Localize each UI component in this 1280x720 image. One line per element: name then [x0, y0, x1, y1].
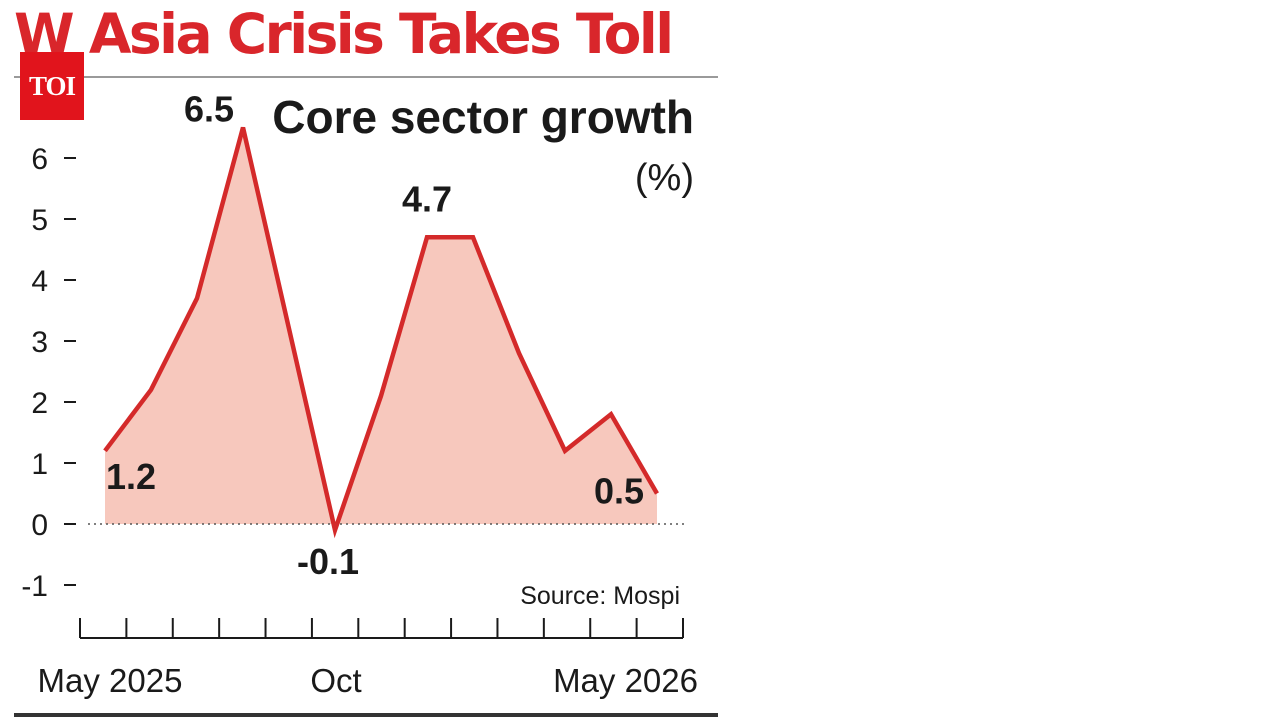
headline-rule: [14, 76, 718, 78]
core-sector-chart: -1 0 1 2 3 4 5 6 May 2025 Oct May 2026 1.2 6.5 -0.1 4…: [21, 89, 698, 700]
data-label: 4.7: [402, 178, 452, 219]
axis-layer: -1 0 1 2 3 4 5 6 May 2025 Oct May 2026: [21, 143, 698, 699]
y-tick-label: 3: [31, 326, 48, 359]
y-tick-label: 1: [31, 448, 48, 481]
y-tick-label: 4: [31, 265, 48, 298]
y-tick-label: 0: [31, 509, 48, 542]
chart-unit: (%): [635, 157, 694, 199]
data-label: 6.5: [184, 89, 234, 130]
line-layer: [103, 126, 659, 539]
x-tick-label: May 2025: [38, 662, 183, 699]
y-tick-label: 5: [31, 204, 48, 237]
x-tick-label: May 2026: [553, 662, 698, 699]
label-layer: 1.2 6.5 -0.1 4.7 0.5: [106, 89, 644, 583]
headline: W Asia Crisis Takes Toll: [14, 2, 674, 66]
source-note: Source: Mospi: [520, 582, 680, 610]
x-tick-label: Oct: [310, 662, 361, 699]
y-tick-label: 6: [31, 143, 48, 176]
y-tick-label: 2: [31, 387, 48, 420]
area-layer: [105, 127, 657, 531]
toi-logo-text: TOI: [28, 70, 76, 101]
data-label: -0.1: [297, 541, 359, 582]
series-area: [105, 127, 657, 531]
infographic: W Asia Crisis Takes Toll TOI -1 0 1 2 3 4 5 6 Ma…: [14, 2, 718, 717]
toi-logo: TOI: [20, 52, 84, 120]
y-tick-label: -1: [21, 570, 48, 603]
data-label: 0.5: [594, 471, 644, 512]
chart-title: Core sector growth: [272, 91, 694, 143]
bottom-rule: [14, 713, 718, 717]
data-label: 1.2: [106, 456, 156, 497]
